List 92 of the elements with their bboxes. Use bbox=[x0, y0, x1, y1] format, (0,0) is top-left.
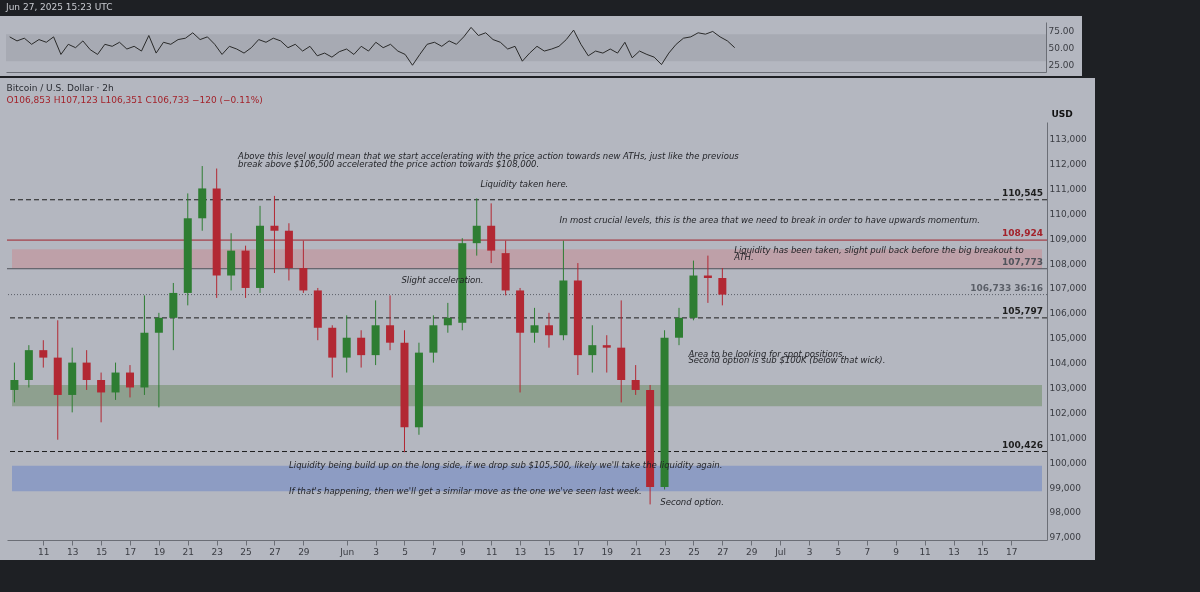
x-tick-label: 27 bbox=[717, 546, 729, 557]
candlestick bbox=[631, 364, 640, 396]
ref-line-label: 107,773 bbox=[1002, 256, 1043, 267]
x-tick-label: 7 bbox=[864, 546, 871, 557]
candlestick bbox=[154, 312, 163, 408]
y-tick-label: 103,000 bbox=[1049, 382, 1087, 393]
x-tick-label: 9 bbox=[893, 546, 900, 557]
y-tick-label: 100,000 bbox=[1049, 457, 1087, 468]
x-tick-label: 5 bbox=[402, 546, 408, 557]
y-tick-label: 75.00 bbox=[1048, 26, 1075, 37]
y-tick-label: 107,000 bbox=[1049, 283, 1087, 294]
x-tick-label: 27 bbox=[269, 546, 281, 557]
y-tick-label: 97,000 bbox=[1049, 532, 1082, 543]
x-tick-label: 5 bbox=[835, 546, 842, 557]
x-tick-label: 9 bbox=[459, 546, 466, 557]
y-tick-label: 101,000 bbox=[1049, 432, 1087, 443]
x-tick-label: 11 bbox=[38, 546, 50, 557]
ref-line-label: 108,924 bbox=[1002, 228, 1043, 239]
annotation: Liquidity taken here. bbox=[480, 178, 569, 189]
x-tick-label: 25 bbox=[688, 546, 700, 557]
candlestick bbox=[544, 312, 553, 349]
candlestick bbox=[675, 307, 683, 346]
candlestick bbox=[602, 334, 611, 374]
x-tick-label: 15 bbox=[543, 546, 556, 557]
y-tick-label: 99,000 bbox=[1049, 482, 1082, 493]
ref-line-label: 110,545 bbox=[1002, 187, 1043, 198]
candlestick bbox=[82, 349, 91, 391]
x-tick-label: 13 bbox=[948, 546, 960, 557]
x-tick-label: 29 bbox=[746, 546, 758, 557]
candlestick bbox=[443, 302, 452, 334]
candlestick bbox=[299, 240, 308, 294]
candlestick bbox=[111, 362, 120, 401]
x-tick-label: 13 bbox=[514, 546, 527, 557]
chart-title: Bitcoin / U.S. Dollar · 2h bbox=[6, 83, 114, 93]
chart-subtitle: O106,853 H107,123 L106,351 C106,733 −120 (−0.11%) bbox=[6, 95, 263, 105]
annotation: Liquidity has been taken, slight pull back before the big breakout to bbox=[734, 244, 1024, 255]
x-tick-label: 11 bbox=[919, 546, 931, 557]
x-tick-label: 15 bbox=[977, 546, 989, 557]
x-tick-label: Jun bbox=[339, 546, 355, 557]
x-tick-label: 23 bbox=[659, 546, 671, 557]
y-tick-label: 112,000 bbox=[1049, 159, 1087, 170]
candlestick bbox=[530, 307, 539, 344]
x-tick-label: 15 bbox=[95, 546, 108, 557]
x-tick-label: 11 bbox=[485, 546, 498, 557]
x-tick-label: 21 bbox=[630, 546, 642, 557]
x-tick-label: 17 bbox=[572, 546, 585, 557]
candlestick bbox=[342, 314, 351, 374]
candlestick bbox=[270, 195, 279, 274]
y-tick-label: 106,000 bbox=[1049, 308, 1087, 319]
candlestick bbox=[357, 329, 366, 369]
x-tick-label: 19 bbox=[601, 546, 614, 557]
candlestick bbox=[97, 372, 106, 423]
x-tick-label: 29 bbox=[298, 546, 310, 557]
candlestick bbox=[125, 364, 134, 398]
ref-line-label: 105,797 bbox=[1002, 305, 1043, 316]
candlestick bbox=[472, 197, 481, 257]
y-tick-label: 105,000 bbox=[1049, 333, 1087, 344]
annotation: Second option. bbox=[660, 496, 724, 507]
x-tick-label: 3 bbox=[806, 546, 813, 557]
ref-line-label: 100,426 bbox=[1002, 439, 1043, 450]
y-tick-label: 111,000 bbox=[1049, 183, 1087, 194]
x-tick-label: 17 bbox=[124, 546, 137, 557]
x-tick-label: 3 bbox=[373, 546, 379, 557]
y-tick-label: 108,000 bbox=[1049, 258, 1087, 269]
y-tick-label: 25.00 bbox=[1048, 60, 1075, 71]
y-tick-label: 98,000 bbox=[1049, 507, 1082, 518]
line-series bbox=[9, 26, 736, 66]
x-tick-label: 13 bbox=[66, 546, 79, 557]
x-tick-label: 21 bbox=[182, 546, 195, 557]
candlestick bbox=[386, 294, 395, 351]
y-tick-label: 109,000 bbox=[1049, 233, 1087, 244]
x-tick-label: 25 bbox=[240, 546, 252, 557]
x-tick-label: 7 bbox=[431, 546, 437, 557]
y-tick-label: 113,000 bbox=[1049, 134, 1087, 145]
x-tick-label: 19 bbox=[153, 546, 166, 557]
annotation: If that's happening, then we'll get a similar move as the one we've seen last week. bbox=[289, 486, 642, 497]
y-tick-label: 50.00 bbox=[1048, 43, 1075, 54]
text: Jun 27, 2025 15:23 UTC bbox=[4, 1, 114, 14]
x-tick-label: 23 bbox=[211, 546, 223, 557]
candlestick bbox=[39, 339, 48, 369]
y-tick-label: 104,000 bbox=[1049, 358, 1087, 369]
y-tick-label: 102,000 bbox=[1049, 407, 1087, 418]
annotation: In most crucial levels, this is the area that we need to break in order to have upwards momentum. bbox=[559, 215, 980, 226]
y-tick-label: 110,000 bbox=[1049, 208, 1087, 219]
x-tick-label: 17 bbox=[1006, 546, 1018, 557]
annotation: Above this level would mean that we start accelerating with the price action towards new ATHs, just like the previous bbox=[238, 150, 739, 161]
ref-line-label: 106,733 36:16 bbox=[970, 282, 1043, 293]
y-axis-title: USD bbox=[1051, 108, 1073, 119]
x-tick-label: Jul bbox=[774, 546, 787, 557]
candlestick bbox=[10, 362, 19, 403]
candlestick bbox=[718, 267, 727, 306]
candlestick bbox=[588, 324, 597, 374]
